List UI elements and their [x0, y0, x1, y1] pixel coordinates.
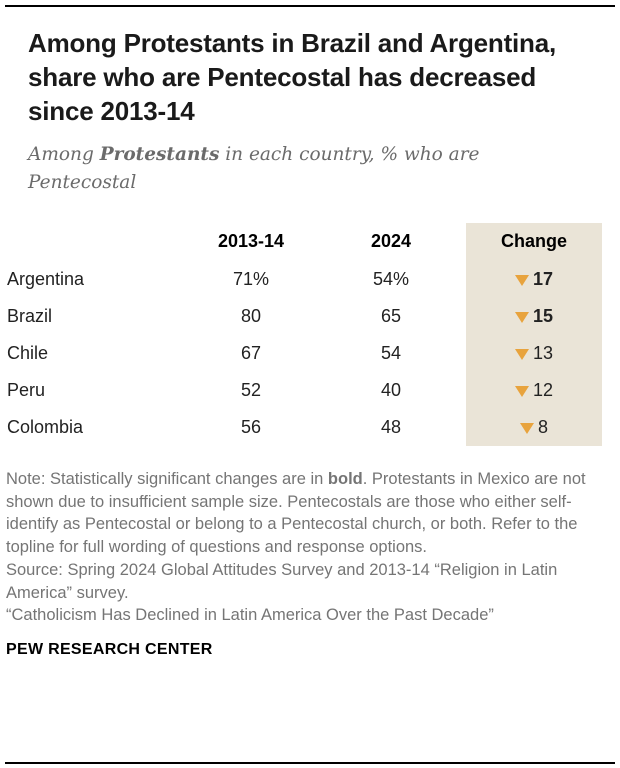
chart-title: Among Protestants in Brazil and Argentin… [28, 28, 557, 126]
report-title: “Catholicism Has Declined in Latin Ameri… [6, 606, 494, 625]
table-row-argentina: Argentina 71% 54% 17 [6, 261, 602, 298]
down-triangle-icon [514, 311, 529, 323]
change-value: 15 [466, 306, 602, 327]
down-triangle-icon [514, 274, 529, 286]
note-text: Note: Statistically significant changes … [6, 469, 586, 557]
pew-research-center-brand: PEW RESEARCH CENTER [6, 641, 213, 659]
subtitle-prefix: Among [28, 144, 100, 166]
country-label: Chile [7, 342, 49, 363]
chart-subtitle: Among Protestants in each country, % who… [28, 141, 538, 197]
table-row-peru: Peru 52 40 12 [6, 372, 602, 409]
country-label: Peru [7, 379, 46, 400]
down-triangle-icon [514, 348, 529, 360]
change-number: 15 [532, 305, 554, 326]
change-number: 12 [532, 379, 554, 400]
table-header-row: 2013-14 2024 Change [6, 223, 602, 261]
change-value: 13 [466, 343, 602, 364]
change-number: 13 [532, 342, 554, 363]
value-2024: 40 [380, 379, 402, 400]
value-2013: 56 [240, 416, 262, 437]
value-2013: 80 [240, 305, 262, 326]
value-2024: 54% [372, 268, 410, 289]
value-2024: 48 [380, 416, 402, 437]
down-triangle-icon [514, 385, 529, 397]
change-value: 12 [466, 380, 602, 401]
value-2024: 65 [380, 305, 402, 326]
value-2024: 54 [380, 342, 402, 363]
value-2013: 52 [240, 379, 262, 400]
country-label: Brazil [7, 305, 53, 326]
note-bold-term: bold [327, 469, 363, 488]
data-table: 2013-14 2024 Change Argentina 71% 54% 17… [6, 222, 602, 446]
change-column-background [466, 222, 602, 446]
subtitle-bold-term: Protestants [99, 144, 220, 166]
down-triangle-icon [519, 422, 534, 434]
top-rule [5, 5, 615, 7]
value-2013: 67 [240, 342, 262, 363]
country-label: Argentina [7, 268, 85, 289]
table-row-chile: Chile 67 54 13 [6, 335, 602, 372]
header-change: Change [500, 231, 567, 252]
change-number: 17 [532, 268, 554, 289]
change-value: 8 [466, 417, 602, 438]
table-row-colombia: Colombia 56 48 8 [6, 409, 602, 446]
header-2013-14: 2013-14 [217, 231, 285, 252]
table-row-brazil: Brazil 80 65 15 [6, 298, 602, 335]
footnotes: Note: Statistically significant changes … [6, 468, 598, 627]
bottom-spacer [0, 659, 620, 762]
bottom-rule [5, 762, 615, 764]
change-number: 8 [537, 416, 548, 437]
header-2024: 2024 [370, 231, 412, 252]
source-text: Source: Spring 2024 Global Attitudes Sur… [6, 560, 558, 602]
change-value: 17 [466, 269, 602, 290]
value-2013: 71% [232, 268, 270, 289]
country-label: Colombia [7, 416, 84, 437]
subtitle-suffix: in each country, % who are Pentecostal [28, 144, 480, 194]
